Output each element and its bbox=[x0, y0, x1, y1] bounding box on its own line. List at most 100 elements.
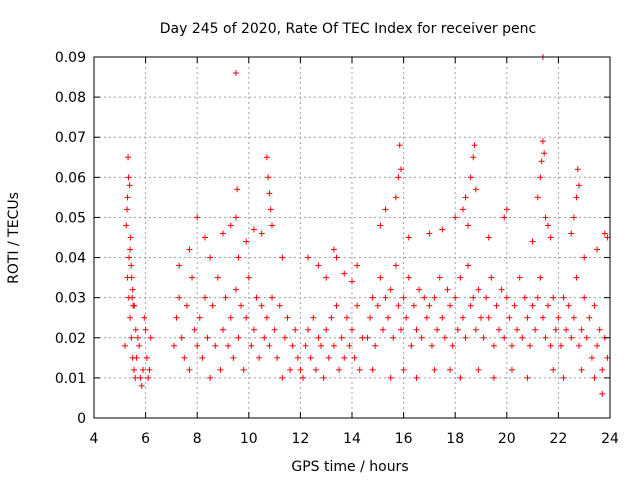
data-point bbox=[207, 374, 214, 381]
data-point bbox=[250, 326, 257, 333]
data-point bbox=[238, 302, 245, 309]
data-point bbox=[431, 294, 438, 301]
x-tick-label: 6 bbox=[141, 431, 150, 447]
data-point bbox=[488, 274, 495, 281]
data-point bbox=[493, 302, 500, 309]
data-point bbox=[227, 222, 234, 229]
data-point bbox=[604, 234, 611, 241]
x-tick-label: 24 bbox=[601, 431, 619, 447]
data-point bbox=[521, 294, 528, 301]
data-point bbox=[485, 314, 492, 321]
data-point bbox=[573, 194, 580, 201]
data-point bbox=[472, 186, 479, 193]
x-tick-label: 20 bbox=[498, 431, 516, 447]
data-point bbox=[265, 174, 272, 181]
y-tick-label: 0.05 bbox=[55, 210, 86, 226]
data-point bbox=[534, 294, 541, 301]
data-point bbox=[129, 286, 136, 293]
y-tick-label: 0.09 bbox=[55, 50, 86, 66]
data-point bbox=[307, 354, 314, 361]
data-point bbox=[470, 154, 477, 161]
data-point bbox=[392, 262, 399, 269]
data-point bbox=[341, 354, 348, 361]
data-point bbox=[253, 294, 260, 301]
data-point bbox=[181, 354, 188, 361]
data-point bbox=[126, 182, 133, 189]
data-point bbox=[395, 302, 402, 309]
data-point bbox=[349, 326, 355, 333]
data-point bbox=[405, 274, 412, 281]
data-point bbox=[325, 354, 332, 361]
data-point bbox=[315, 334, 322, 341]
data-point bbox=[194, 214, 201, 221]
data-point bbox=[459, 314, 466, 321]
data-point bbox=[588, 354, 595, 361]
data-point bbox=[552, 326, 559, 333]
data-point bbox=[281, 334, 288, 341]
data-point bbox=[586, 314, 593, 321]
data-point bbox=[390, 334, 397, 341]
data-point bbox=[431, 366, 438, 373]
y-tick-label: 0.06 bbox=[55, 170, 86, 186]
data-point bbox=[145, 374, 152, 381]
data-point bbox=[336, 366, 343, 373]
data-point bbox=[354, 302, 361, 309]
data-point bbox=[436, 274, 443, 281]
data-point bbox=[594, 246, 601, 253]
data-point bbox=[583, 334, 590, 341]
data-point bbox=[146, 366, 153, 373]
data-point bbox=[232, 214, 239, 221]
data-point bbox=[266, 190, 273, 197]
data-point bbox=[457, 274, 464, 281]
x-tick-label: 10 bbox=[240, 431, 258, 447]
data-point bbox=[377, 274, 384, 281]
data-point bbox=[294, 354, 301, 361]
data-point bbox=[201, 294, 208, 301]
data-point bbox=[207, 254, 214, 261]
data-point bbox=[599, 390, 606, 397]
data-point bbox=[312, 366, 319, 373]
data-point bbox=[490, 342, 497, 349]
data-point bbox=[418, 334, 425, 341]
data-point bbox=[374, 302, 381, 309]
data-point bbox=[349, 278, 355, 285]
data-point bbox=[128, 262, 135, 269]
data-point bbox=[400, 294, 407, 301]
data-point bbox=[263, 314, 270, 321]
x-tick-label: 14 bbox=[343, 431, 361, 447]
data-point bbox=[490, 374, 497, 381]
data-point bbox=[459, 206, 466, 213]
data-point bbox=[426, 230, 433, 237]
data-point bbox=[330, 342, 337, 349]
data-point bbox=[503, 294, 510, 301]
data-point bbox=[396, 142, 403, 149]
data-point bbox=[346, 342, 353, 349]
data-point bbox=[503, 206, 510, 213]
data-point bbox=[147, 334, 154, 341]
data-point bbox=[243, 238, 250, 245]
data-point bbox=[524, 314, 531, 321]
data-point bbox=[538, 158, 545, 165]
data-point bbox=[483, 294, 490, 301]
data-point bbox=[454, 326, 461, 333]
data-points bbox=[121, 54, 611, 397]
data-point bbox=[596, 326, 603, 333]
chart-title: Day 245 of 2020, Rate Of TEC Index for r… bbox=[160, 21, 536, 37]
data-point bbox=[359, 334, 366, 341]
data-point bbox=[465, 262, 472, 269]
data-point bbox=[333, 302, 340, 309]
data-point bbox=[524, 374, 531, 381]
data-point bbox=[387, 286, 394, 293]
data-point bbox=[439, 314, 446, 321]
data-point bbox=[447, 366, 454, 373]
data-point bbox=[170, 342, 177, 349]
data-point bbox=[413, 374, 420, 381]
data-point bbox=[138, 382, 145, 389]
data-point bbox=[141, 314, 148, 321]
data-point bbox=[591, 302, 598, 309]
data-point bbox=[447, 302, 454, 309]
data-point bbox=[276, 302, 283, 309]
data-point bbox=[565, 302, 572, 309]
data-point bbox=[439, 226, 446, 233]
data-point bbox=[267, 206, 274, 213]
